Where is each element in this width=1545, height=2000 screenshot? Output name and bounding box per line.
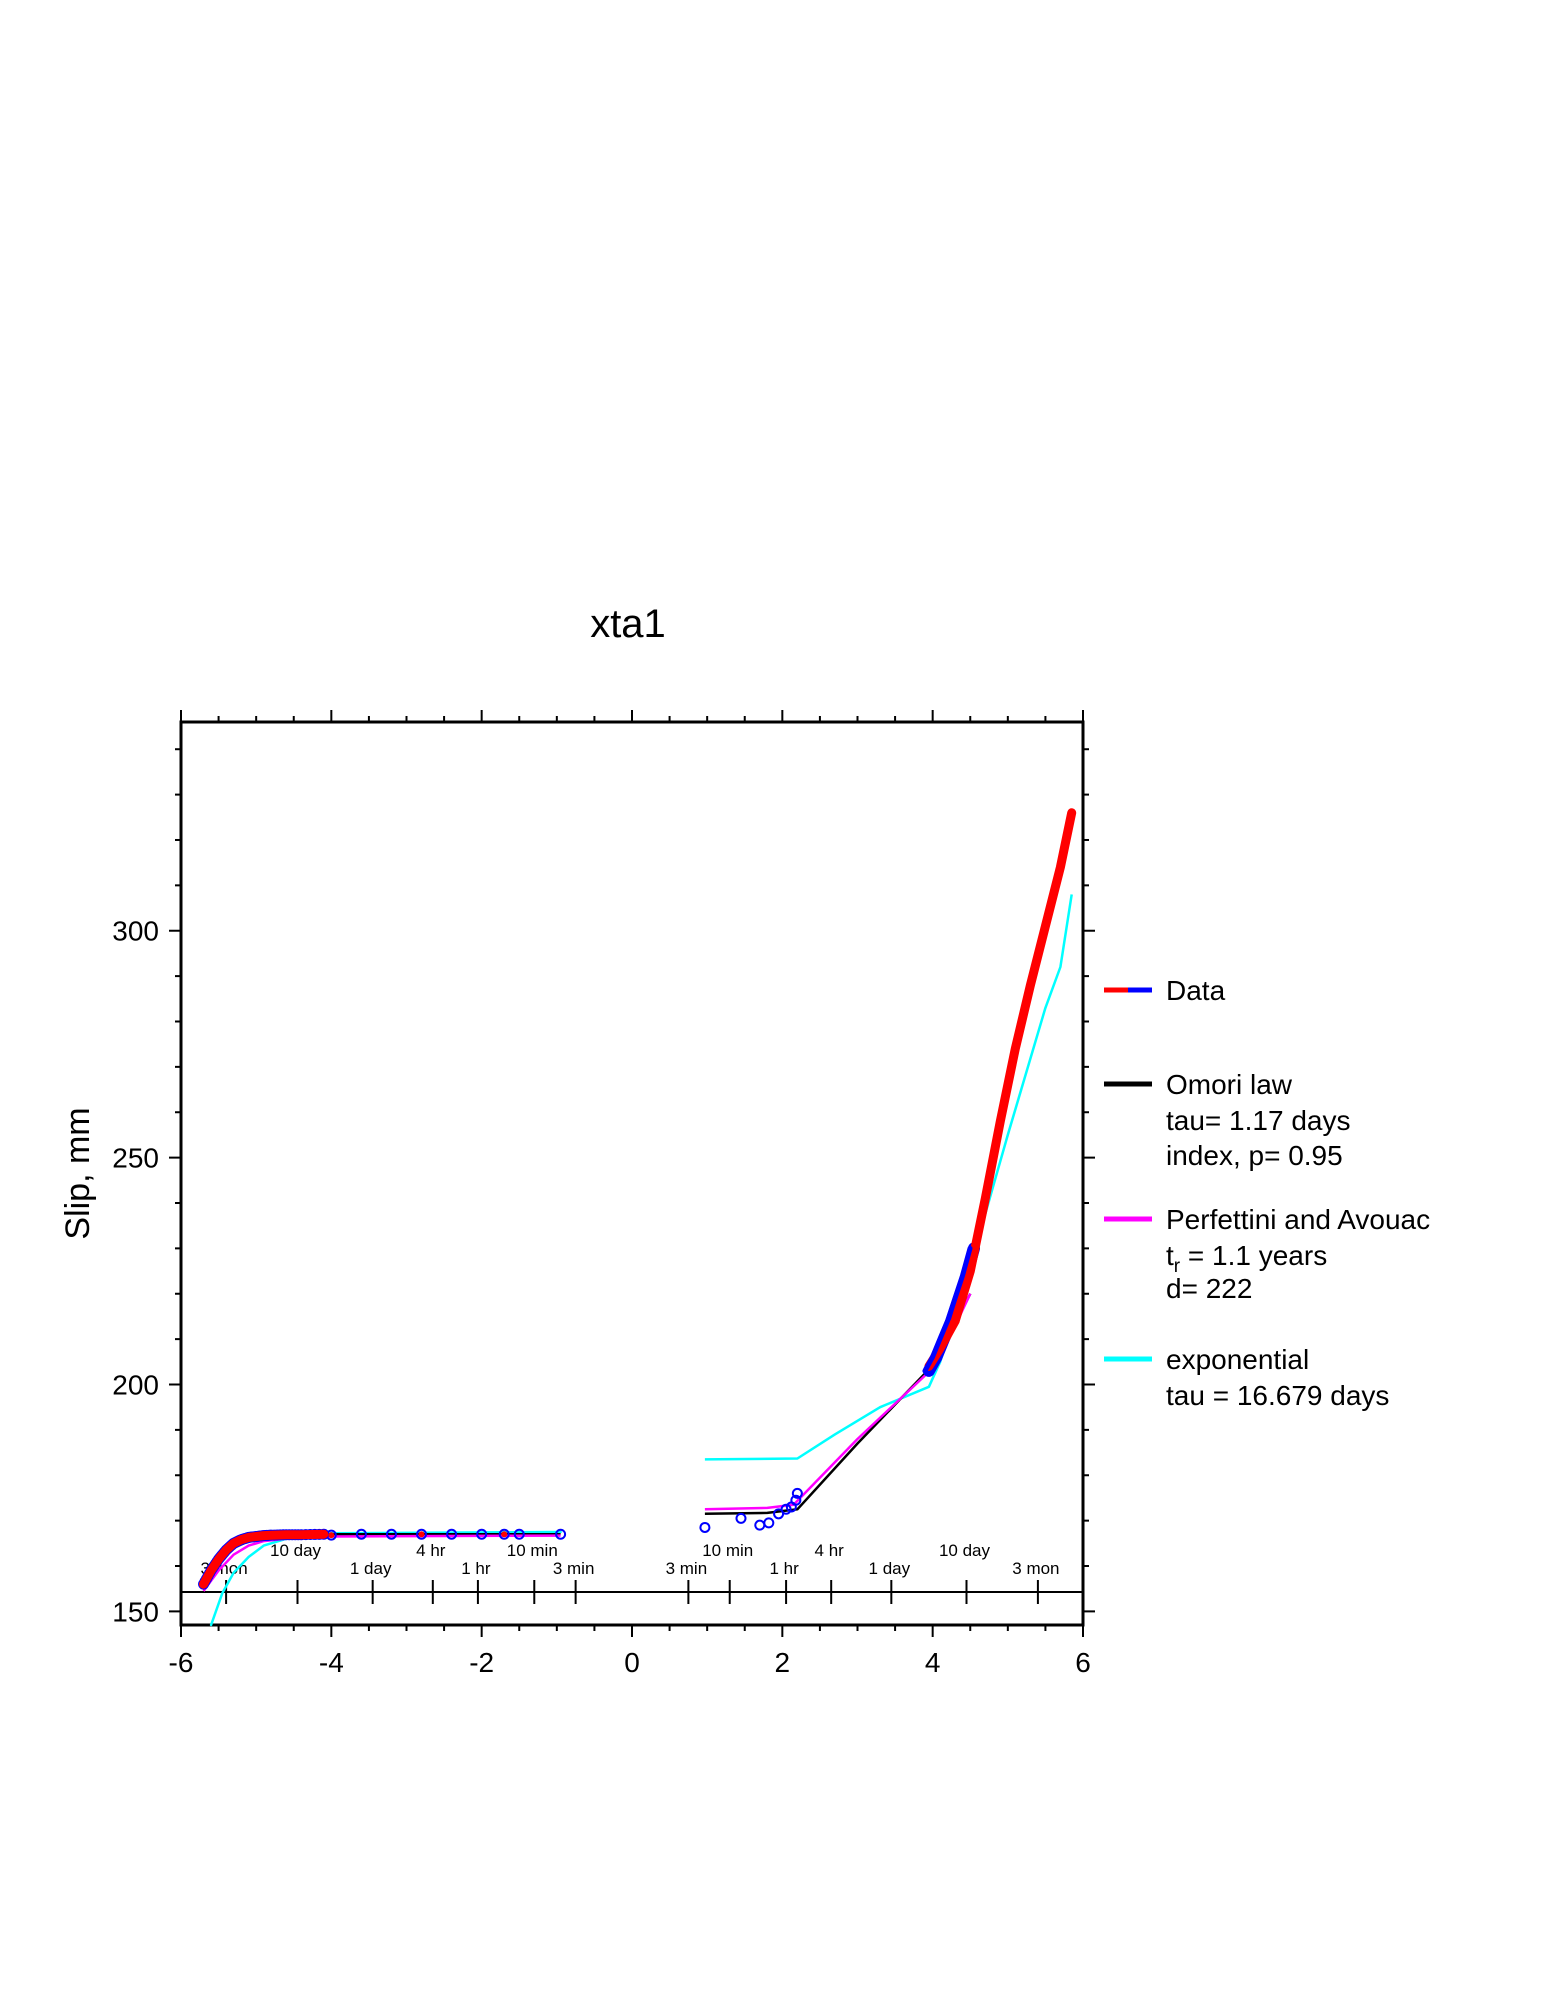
legend-detail: tau= 1.17 days — [1166, 1105, 1350, 1136]
y-axis-label: Slip, mm — [59, 1107, 97, 1239]
data-point-blue — [790, 1494, 802, 1506]
data-point-blue — [355, 1528, 367, 1540]
x-tick-label: 6 — [1075, 1647, 1091, 1678]
time-annotation: 10 min — [702, 1541, 753, 1560]
legend: Data Omori law tau= 1.17 days index, p= 0.9… — [1104, 975, 1430, 1411]
data-before-red — [199, 1529, 329, 1589]
legend-label: Perfettini and Avouac — [1166, 1204, 1430, 1235]
time-annotation: 1 day — [350, 1559, 392, 1578]
plot-frame — [179, 720, 1085, 1627]
chart-title: xta1 — [590, 602, 666, 646]
perfettini-curve-after — [704, 1293, 972, 1511]
legend-detail-tr: tr = 1.1 years — [1166, 1240, 1327, 1277]
time-annotation: 4 hr — [416, 1541, 446, 1560]
x-tick-label: 0 — [624, 1647, 640, 1678]
x-tick-label: -4 — [319, 1647, 344, 1678]
data-point-blue — [446, 1528, 458, 1540]
data-point-red — [501, 1531, 508, 1538]
data-after-blue-edge — [922, 1245, 973, 1374]
data-point-blue — [791, 1487, 803, 1499]
y-tick-label: 250 — [112, 1143, 159, 1174]
data-point-blue — [754, 1519, 766, 1531]
data-point-blue — [763, 1517, 775, 1529]
legend-detail: index, p= 0.95 — [1166, 1140, 1343, 1171]
plot-area: -6 -4 -2 0 2 4 6 150 200 250 300 3 mon 10 day 1 day 4 … — [112, 710, 1095, 1678]
time-annotation: 10 day — [270, 1541, 322, 1560]
time-annotation: 1 hr — [461, 1559, 491, 1578]
time-annotation: 10 min — [507, 1541, 558, 1560]
data-point-red — [418, 1531, 425, 1538]
y-tick-label: 150 — [112, 1596, 159, 1627]
exponential-curve-after — [704, 894, 1073, 1461]
data-point-red — [328, 1532, 335, 1539]
omori-curve-after — [704, 1293, 972, 1516]
legend-label: Data — [1166, 975, 1226, 1006]
y-tick-label: 300 — [112, 916, 159, 947]
data-point-blue — [699, 1521, 711, 1533]
time-annotation: 1 day — [869, 1559, 911, 1578]
data-after-red — [924, 808, 1077, 1371]
time-annotation: 3 min — [553, 1559, 595, 1578]
data-point-blue — [385, 1528, 397, 1540]
time-annotation: 1 hr — [769, 1559, 799, 1578]
data-point-blue — [416, 1528, 428, 1540]
time-annotation: 3 min — [666, 1559, 708, 1578]
data-point-blue — [476, 1528, 488, 1540]
data-point-blue — [780, 1503, 792, 1515]
x-tick-label: 2 — [775, 1647, 791, 1678]
x-tick-label: 4 — [925, 1647, 941, 1678]
x-tick-label: -6 — [169, 1647, 194, 1678]
time-annotation: 10 day — [939, 1541, 991, 1560]
time-annotation: 3 mon — [1012, 1559, 1059, 1578]
y-tick-label: 200 — [112, 1370, 159, 1401]
time-annotation: 4 hr — [815, 1541, 845, 1560]
legend-detail-d: d= 222 — [1166, 1273, 1252, 1304]
data-point-blue — [735, 1512, 747, 1524]
data-point-blue — [498, 1528, 510, 1540]
data-point-blue — [513, 1528, 525, 1540]
data-point-blue — [555, 1528, 567, 1540]
legend-label: exponential — [1166, 1344, 1309, 1375]
legend-label: Omori law — [1166, 1069, 1293, 1100]
x-tick-label: -2 — [469, 1647, 494, 1678]
legend-detail: tau = 16.679 days — [1166, 1380, 1389, 1411]
